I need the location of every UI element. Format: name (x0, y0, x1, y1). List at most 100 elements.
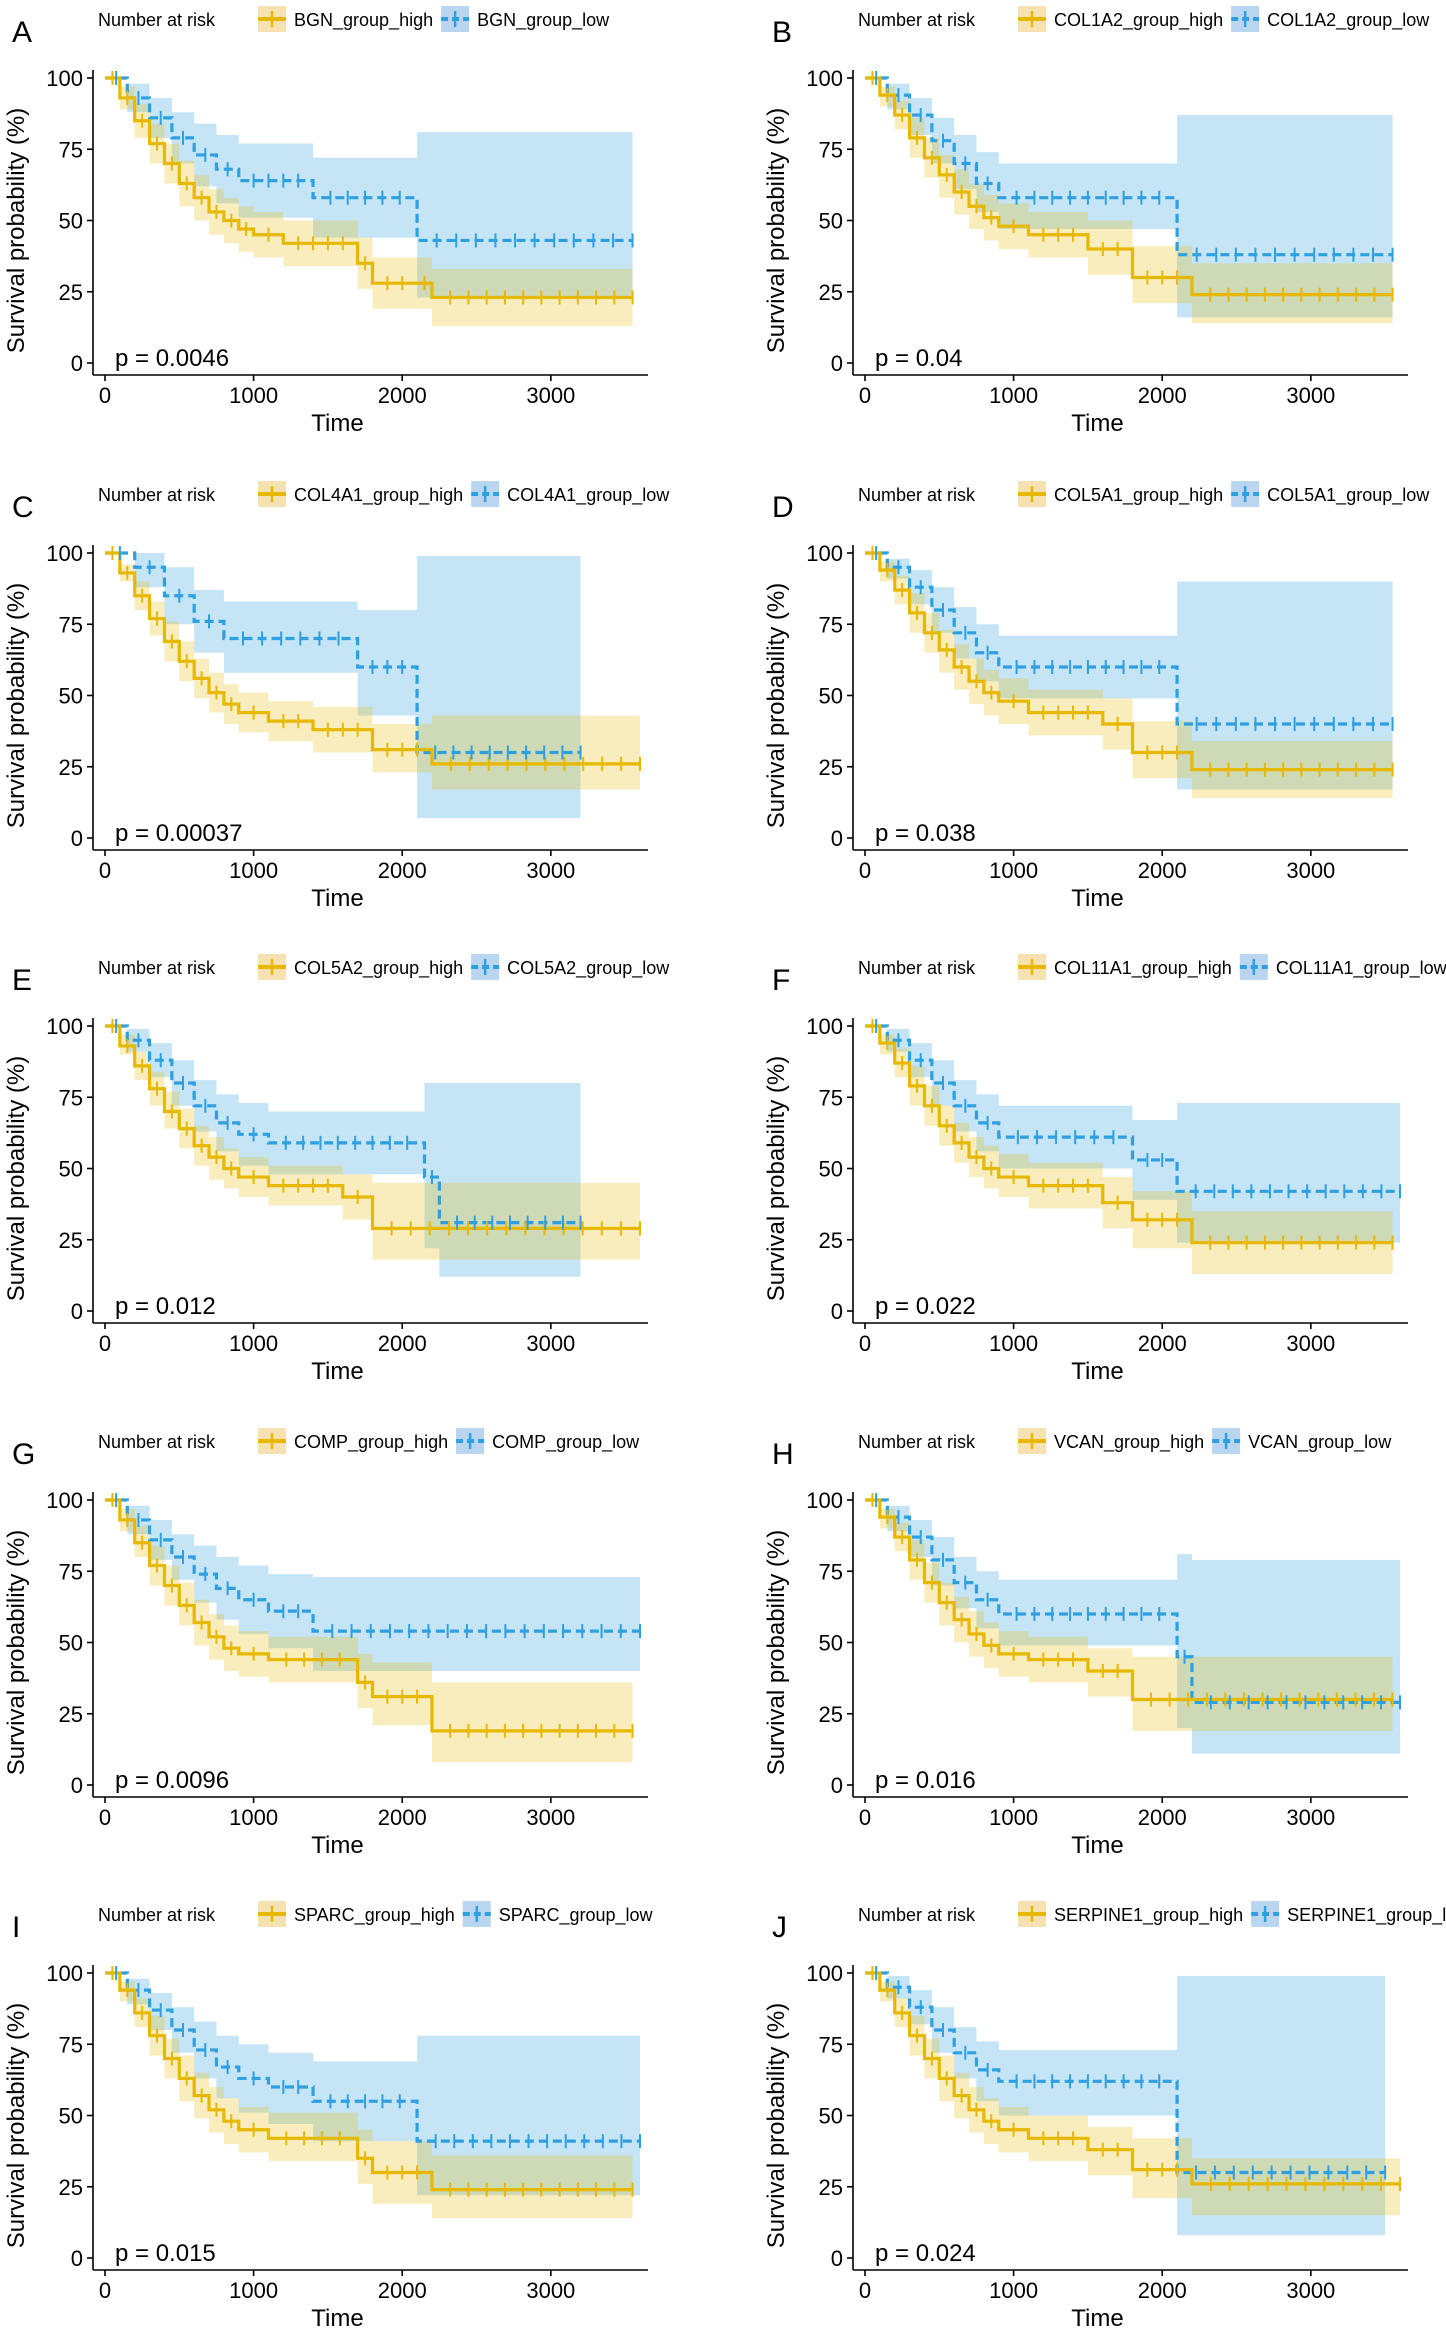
y-tick-label: 75 (59, 1559, 83, 1584)
chart-panel-d: D Number at risk COL5A1_group_high COL5A1_g… (763, 481, 1430, 912)
x-tick-label: 2000 (1138, 1805, 1187, 1830)
y-tick-label: 75 (819, 137, 843, 162)
y-axis-label: Survival probability (%) (763, 1530, 790, 1775)
legend-low-label: VCAN_group_low (1248, 1432, 1392, 1453)
legend: Number at risk SPARC_group_high SPARC_grou… (98, 1901, 654, 1927)
legend-low-label: COL5A2_group_low (507, 958, 670, 979)
x-tick-label: 3000 (526, 2278, 575, 2303)
x-tick-label: 0 (859, 2278, 871, 2303)
y-tick-label: 100 (46, 1014, 83, 1039)
y-tick-label: 50 (819, 2104, 843, 2129)
y-tick-label: 100 (806, 541, 843, 566)
chart-panel-g: G Number at risk COMP_group_high COMP_group… (3, 1428, 648, 1859)
y-axis-label: Survival probability (%) (3, 1056, 30, 1301)
legend-title: Number at risk (858, 485, 976, 505)
y-tick-label: 50 (819, 1157, 843, 1182)
x-tick-label: 3000 (526, 1331, 575, 1356)
x-tick-label: 0 (99, 858, 111, 883)
y-tick-label: 100 (46, 1488, 83, 1513)
y-tick-label: 50 (59, 1631, 83, 1656)
x-tick-label: 2000 (378, 858, 427, 883)
y-tick-label: 0 (71, 1299, 83, 1324)
legend-title: Number at risk (98, 10, 216, 30)
x-tick-label: 3000 (526, 1805, 575, 1830)
y-axis-label: Survival probability (%) (3, 583, 30, 828)
ci-band-low (105, 78, 633, 298)
x-tick-label: 1000 (229, 383, 278, 408)
x-tick-label: 1000 (229, 2278, 278, 2303)
y-tick-label: 75 (819, 1085, 843, 1110)
y-tick-label: 50 (59, 684, 83, 709)
panel-letter: F (772, 964, 790, 997)
legend-high-label: COL5A2_group_high (294, 958, 463, 979)
y-axis-label: Survival probability (%) (3, 108, 30, 353)
chart-panel-i: I Number at risk SPARC_group_high SPARC_gro… (3, 1901, 654, 2332)
x-tick-label: 0 (99, 2278, 111, 2303)
x-tick-label: 3000 (1286, 383, 1335, 408)
legend-low-label: COL5A1_group_low (1267, 485, 1430, 506)
ci-band-low (865, 1973, 1386, 2236)
ci-band-low (865, 1500, 1400, 1754)
x-tick-label: 1000 (989, 2278, 1038, 2303)
x-tick-label: 1000 (229, 1331, 278, 1356)
p-value-label: p = 0.0096 (115, 1767, 229, 1794)
chart-panel-f: F Number at risk COL11A1_group_high COL11A1… (763, 954, 1446, 1385)
legend-high-label: COL4A1_group_high (294, 485, 463, 506)
x-tick-label: 2000 (1138, 2278, 1187, 2303)
y-tick-label: 75 (59, 612, 83, 637)
p-value-label: p = 0.00037 (115, 820, 242, 847)
legend-low-label: BGN_group_low (477, 10, 610, 31)
ci-band-low (105, 1026, 581, 1277)
x-axis-label: Time (311, 885, 363, 912)
x-tick-label: 2000 (378, 1805, 427, 1830)
legend-low-label: SERPINE1_group_low (1287, 1905, 1446, 1926)
x-tick-label: 2000 (378, 2278, 427, 2303)
y-tick-label: 75 (819, 2032, 843, 2057)
panel-letter: J (772, 1911, 787, 1944)
x-tick-label: 3000 (1286, 1805, 1335, 1830)
y-tick-label: 0 (831, 1299, 843, 1324)
y-tick-label: 50 (59, 2104, 83, 2129)
y-tick-label: 0 (71, 351, 83, 376)
legend: Number at risk COL4A1_group_high COL4A1_gr… (98, 481, 670, 507)
km-curve-low (105, 76, 633, 243)
x-tick-label: 2000 (1138, 858, 1187, 883)
legend-high-label: SPARC_group_high (294, 1905, 455, 1926)
x-tick-label: 0 (99, 1805, 111, 1830)
x-tick-label: 3000 (526, 858, 575, 883)
legend: Number at risk VCAN_group_high VCAN_group_… (858, 1428, 1392, 1454)
x-tick-label: 0 (99, 383, 111, 408)
panel-letter: G (12, 1438, 35, 1471)
legend-title: Number at risk (98, 958, 216, 978)
y-tick-label: 100 (46, 1961, 83, 1986)
ci-band-low (865, 553, 1393, 790)
ci-band-low (105, 553, 581, 819)
y-tick-label: 25 (819, 1702, 843, 1727)
x-tick-label: 2000 (1138, 1331, 1187, 1356)
y-axis-label: Survival probability (%) (3, 2003, 30, 2248)
x-axis-label: Time (1071, 1358, 1123, 1385)
y-tick-label: 50 (819, 1631, 843, 1656)
y-tick-label: 75 (59, 137, 83, 162)
x-axis-label: Time (311, 410, 363, 437)
p-value-label: p = 0.038 (875, 820, 976, 847)
x-tick-label: 1000 (989, 1805, 1038, 1830)
y-tick-label: 0 (831, 1773, 843, 1798)
y-tick-label: 100 (806, 1488, 843, 1513)
y-tick-label: 100 (46, 66, 83, 91)
legend-low-label: SPARC_group_low (499, 1905, 654, 1926)
legend-low-label: COL4A1_group_low (507, 485, 670, 506)
p-value-label: p = 0.012 (115, 1293, 216, 1320)
ci-band-low (865, 1026, 1400, 1243)
ci-band-high (105, 1026, 640, 1260)
ci-band-high (865, 1026, 1393, 1274)
panel-letter: B (772, 16, 792, 49)
x-tick-label: 3000 (526, 383, 575, 408)
panel-letter: I (12, 1911, 20, 1944)
y-tick-label: 0 (831, 351, 843, 376)
y-tick-label: 100 (806, 66, 843, 91)
y-tick-label: 0 (831, 2246, 843, 2271)
x-axis-label: Time (1071, 410, 1123, 437)
y-tick-label: 25 (59, 2175, 83, 2200)
